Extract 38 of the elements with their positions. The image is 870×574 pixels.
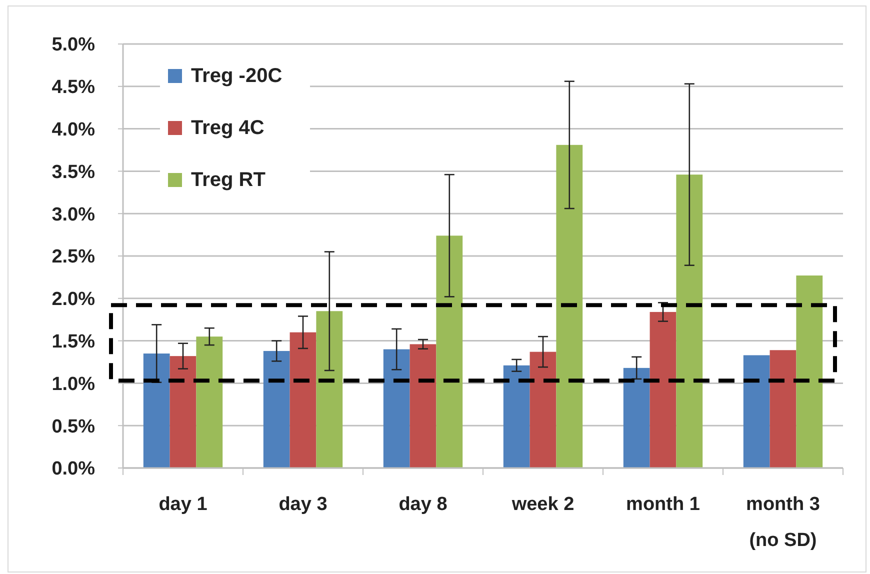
y-tick-label: 2.0%	[52, 289, 96, 310]
y-tick-label: 0.5%	[52, 416, 96, 438]
bar	[263, 350, 290, 468]
x-tick-label: month 3 (no SD)	[746, 494, 820, 551]
bar	[770, 350, 796, 468]
y-tick-label: 1.0%	[52, 374, 96, 395]
y-tick-label: 4.5%	[52, 77, 96, 98]
bar	[143, 354, 170, 468]
bar	[503, 365, 530, 468]
bar	[530, 352, 556, 468]
bar	[410, 344, 436, 468]
bar	[170, 356, 196, 468]
bar	[196, 336, 223, 468]
y-tick-label: 2.5%	[52, 246, 96, 268]
y-tick-label: 4.0%	[52, 119, 96, 140]
legend-label: Treg RT	[191, 169, 266, 191]
y-tick-label: 5.0%	[52, 34, 96, 56]
x-tick-label: day 8	[398, 494, 448, 515]
bar	[290, 332, 316, 468]
bar	[556, 144, 583, 468]
bar	[383, 349, 410, 468]
y-tick-label: 3.5%	[52, 162, 96, 183]
x-tick-label: month 1	[626, 494, 700, 515]
y-tick-label: 3.0%	[52, 204, 96, 226]
bar	[316, 311, 343, 468]
legend-label: Treg -20C	[191, 65, 282, 87]
bar	[436, 236, 463, 468]
x-tick-label: week 2	[510, 494, 574, 515]
bar	[796, 276, 823, 468]
bar	[676, 174, 703, 468]
x-tick-label: day 1	[158, 494, 208, 515]
bar	[650, 312, 676, 468]
y-tick-label: 1.5%	[52, 331, 96, 352]
legend-label: Treg 4C	[191, 117, 264, 139]
bar	[743, 355, 770, 468]
y-tick-label: 0.0%	[52, 458, 96, 480]
bar	[623, 368, 650, 468]
x-tick-label: day 3	[278, 494, 328, 515]
